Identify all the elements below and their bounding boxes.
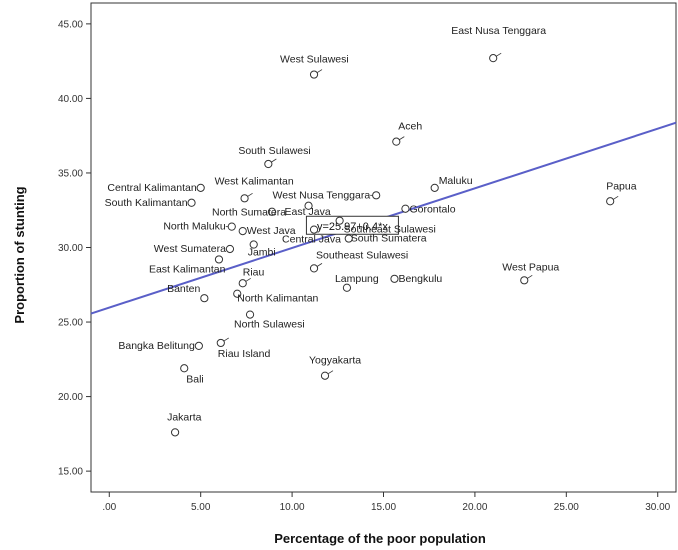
- x-tick-label: 10.00: [280, 502, 305, 513]
- regression-line-group: y=25.97+0.4*x: [90, 121, 677, 315]
- data-point-label: South Sumatera: [351, 233, 427, 245]
- data-point-label: Jambi: [248, 247, 276, 259]
- x-tick-label: 30.00: [645, 502, 670, 513]
- data-point-label: Central Kalimantan: [107, 182, 196, 194]
- equation-box: [305, 215, 399, 235]
- data-point-label: West Kalimantan: [215, 175, 294, 187]
- data-point-label: Bangka Belitung: [118, 340, 195, 352]
- data-point-label: Banten: [167, 283, 200, 295]
- data-point-marker: [187, 198, 196, 207]
- data-points: [170, 52, 619, 437]
- data-point-label: Riau: [243, 266, 265, 278]
- y-tick-label: 45.00: [58, 19, 83, 30]
- data-point-label: South Sulawesi: [238, 145, 310, 157]
- x-tick-label: 5.00: [191, 502, 211, 513]
- data-point-label: East Nusa Tenggara: [451, 25, 546, 37]
- data-point-marker: [238, 279, 247, 288]
- y-axis-title: Proportion of stunting: [12, 186, 27, 323]
- data-point-label: South Kalimantan: [105, 197, 188, 209]
- x-tick-label: .00: [102, 502, 116, 513]
- data-point-label: East Java: [285, 206, 331, 218]
- data-point-marker: [304, 201, 313, 210]
- x-axis-title: Percentage of the poor population: [274, 531, 486, 546]
- data-point-marker: [200, 294, 209, 303]
- y-tick-label: 40.00: [58, 94, 83, 105]
- data-point-label: North Maluku: [163, 221, 226, 233]
- data-point-label: West Sumatera: [154, 243, 226, 255]
- data-point-label: Lampung: [335, 273, 379, 285]
- data-point-marker: [170, 428, 180, 437]
- data-point-marker: [401, 204, 410, 213]
- x-tick-label: 25.00: [554, 502, 579, 513]
- data-point-marker: [196, 183, 205, 192]
- data-point-marker: [320, 371, 330, 380]
- data-point-marker: [214, 255, 224, 264]
- data-point-marker: [606, 197, 615, 206]
- plot-area: [90, 2, 677, 493]
- data-point-marker: [227, 222, 236, 231]
- data-point-marker: [238, 227, 247, 236]
- x-tick-label: 20.00: [462, 502, 487, 513]
- data-point-marker: [233, 289, 242, 298]
- data-point-label: Jakarta: [167, 411, 202, 423]
- data-point-label: Yogyakarta: [309, 355, 361, 367]
- data-point-marker: [264, 159, 273, 169]
- data-point-marker: [249, 240, 258, 249]
- data-point-marker: [267, 207, 277, 216]
- data-point-marker: [216, 338, 225, 348]
- data-point-marker: [180, 364, 189, 373]
- data-point-label: North Sulawesi: [234, 319, 305, 331]
- data-point-marker: [335, 216, 344, 225]
- data-point-label: Riau Island: [218, 348, 271, 360]
- data-point-label: Bengkulu: [398, 273, 442, 285]
- equation-label: y=25.97+0.4*x: [305, 215, 399, 235]
- data-point-label: North Kalimantan: [237, 293, 318, 305]
- data-point-marker: [392, 137, 401, 146]
- data-point-label: West Papua: [502, 261, 559, 273]
- data-point-label: Papua: [606, 180, 637, 192]
- data-point-label: North Sumatera: [212, 207, 286, 219]
- data-point-marker: [430, 183, 439, 192]
- data-point-label: Maluku: [439, 175, 473, 187]
- data-point-label: Aceh: [398, 121, 422, 133]
- data-point-label: West Java: [247, 225, 296, 237]
- data-point-marker: [489, 54, 498, 63]
- data-point-marker: [240, 194, 249, 203]
- data-point-label: East Kalimantan: [149, 263, 226, 275]
- data-point-marker: [309, 264, 319, 273]
- data-point-marker: [309, 225, 319, 234]
- data-point-marker: [390, 274, 399, 283]
- data-point-marker: [194, 341, 203, 350]
- axes: .00 5.00 10.00 15.00 20.00 25.00 30.00 15.00 20.…: [58, 19, 671, 513]
- plot-frame: [90, 2, 677, 493]
- data-point-label: Southeast Sulawesi: [316, 249, 408, 261]
- y-tick-label: 20.00: [58, 392, 83, 403]
- data-point-label: West Sulawesi: [280, 54, 349, 66]
- data-point-label: West Nusa Tenggara: [273, 189, 371, 201]
- data-point-marker: [520, 276, 529, 285]
- data-point-marker: [342, 283, 352, 292]
- data-point-label: Bali: [186, 373, 204, 385]
- x-tick-label: 15.00: [371, 502, 396, 513]
- data-point-marker: [309, 70, 319, 79]
- y-tick-label: 25.00: [58, 318, 83, 329]
- data-point-label: Southeast Sulawesi: [344, 224, 436, 236]
- data-point-marker: [225, 244, 235, 254]
- point-labels: East Nusa Tenggara West Sulawesi Aceh South…: [105, 25, 637, 423]
- y-tick-label: 15.00: [58, 467, 83, 478]
- data-point-marker: [372, 191, 381, 200]
- data-point-label: Gorontalo: [409, 204, 455, 216]
- equation-text: y=25.97+0.4*x: [317, 221, 388, 233]
- data-point-marker: [344, 234, 353, 243]
- y-tick-label: 35.00: [58, 168, 83, 179]
- y-tick-label: 30.00: [58, 243, 83, 254]
- data-point-marker: [245, 310, 255, 319]
- data-point-label: Central Java: [282, 234, 341, 246]
